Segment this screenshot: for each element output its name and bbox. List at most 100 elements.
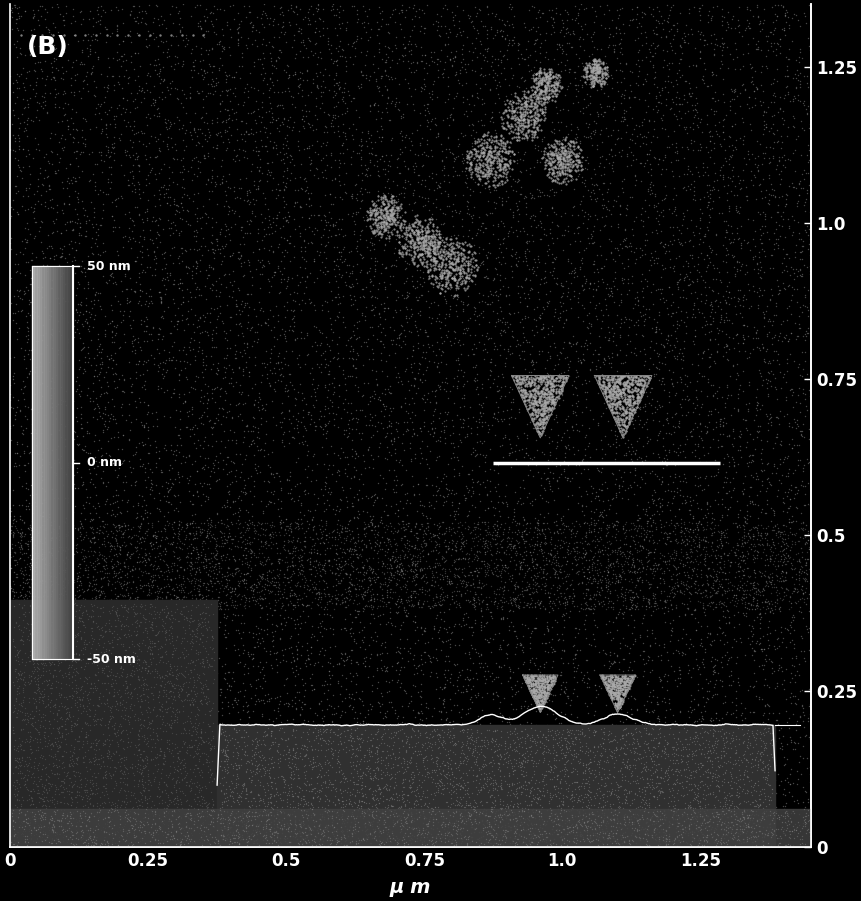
Point	[72, 690, 86, 705]
Point	[501, 344, 515, 359]
Point	[671, 762, 684, 777]
Point	[509, 370, 523, 385]
Point	[797, 814, 811, 828]
Point	[630, 813, 644, 827]
Point	[171, 590, 185, 605]
Point	[207, 671, 220, 686]
Point	[186, 719, 200, 733]
Point	[748, 570, 762, 585]
Point	[457, 830, 471, 844]
Point	[768, 370, 782, 385]
Point	[194, 606, 208, 621]
Point	[380, 810, 393, 824]
Point	[523, 740, 536, 754]
Point	[133, 207, 146, 222]
Point	[767, 237, 781, 251]
Point	[94, 0, 108, 13]
Point	[395, 818, 409, 833]
Point	[582, 116, 596, 131]
Point	[655, 785, 669, 799]
Point	[561, 254, 574, 268]
Point	[501, 320, 515, 334]
Point	[128, 475, 142, 489]
Point	[551, 750, 565, 764]
Point	[577, 32, 591, 47]
Point	[368, 592, 381, 606]
Point	[104, 406, 118, 421]
Point	[536, 384, 549, 398]
Point	[437, 266, 451, 280]
Point	[748, 829, 762, 843]
Point	[329, 705, 343, 720]
Point	[290, 651, 304, 665]
Point	[503, 144, 517, 159]
Point	[79, 787, 93, 802]
Point	[598, 387, 611, 401]
Point	[604, 785, 618, 799]
Point	[159, 599, 173, 614]
Point	[574, 727, 588, 742]
Point	[238, 541, 252, 555]
Point	[71, 628, 84, 642]
Point	[437, 781, 451, 796]
Point	[510, 229, 523, 243]
Point	[378, 804, 392, 818]
Point	[362, 352, 376, 367]
Point	[29, 820, 43, 834]
Point	[371, 741, 385, 755]
Point	[518, 387, 532, 402]
Point	[369, 419, 382, 433]
Point	[615, 369, 629, 383]
Point	[697, 552, 711, 567]
Point	[65, 103, 79, 117]
Point	[599, 200, 613, 214]
Point	[9, 34, 23, 49]
Point	[19, 546, 33, 560]
Point	[736, 330, 750, 344]
Point	[414, 231, 428, 245]
Point	[232, 795, 245, 809]
Point	[336, 595, 350, 609]
Point	[570, 269, 584, 284]
Point	[496, 131, 510, 145]
Point	[116, 16, 130, 31]
Point	[635, 284, 648, 298]
Point	[9, 1, 23, 15]
Point	[762, 721, 776, 735]
Point	[198, 779, 212, 794]
Point	[297, 759, 311, 773]
Point	[284, 166, 298, 180]
Point	[601, 815, 615, 830]
Point	[136, 565, 150, 579]
Point	[616, 587, 629, 601]
Point	[53, 824, 66, 839]
Point	[130, 86, 144, 100]
Point	[323, 354, 337, 369]
Point	[618, 112, 632, 126]
Point	[394, 521, 408, 535]
Point	[232, 746, 245, 760]
Point	[486, 288, 499, 303]
Point	[166, 791, 180, 805]
Point	[533, 537, 547, 551]
Point	[159, 644, 173, 659]
Point	[238, 744, 252, 759]
Point	[548, 541, 561, 555]
Point	[511, 432, 524, 446]
Point	[801, 711, 815, 725]
Point	[697, 792, 711, 806]
Point	[381, 578, 395, 592]
Point	[672, 663, 685, 678]
Point	[53, 604, 67, 618]
Point	[168, 206, 182, 221]
Point	[277, 816, 291, 831]
Point	[201, 10, 214, 24]
Point	[576, 586, 590, 600]
Point	[633, 539, 647, 553]
Point	[625, 796, 639, 810]
Point	[388, 596, 402, 610]
Point	[749, 466, 763, 480]
Point	[501, 560, 515, 574]
Point	[579, 745, 592, 760]
Point	[53, 550, 67, 564]
